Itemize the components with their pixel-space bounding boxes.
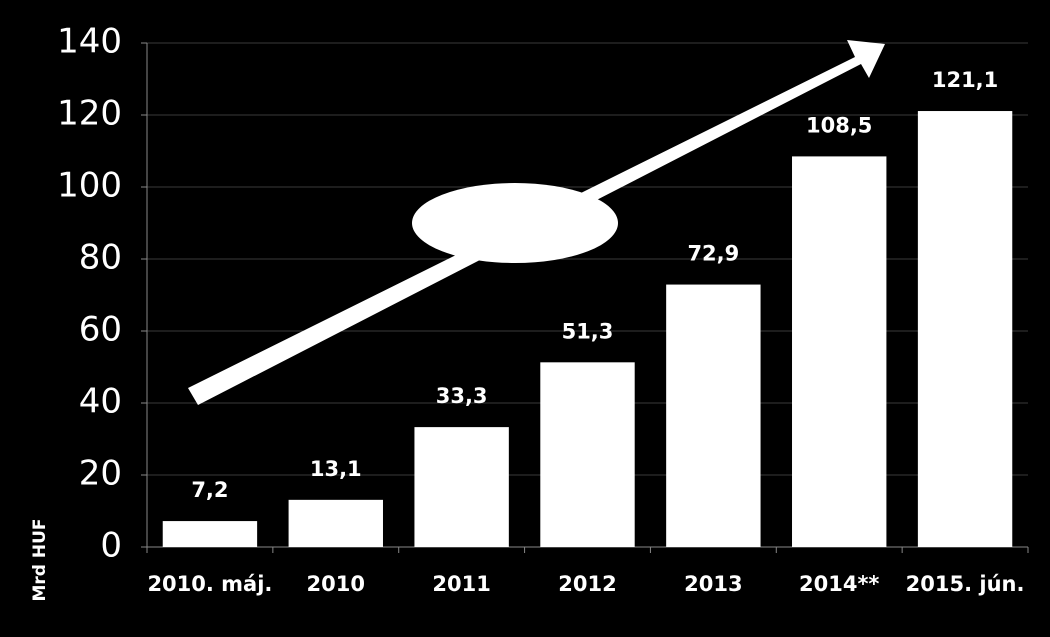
y-tick-label: 100 — [57, 166, 122, 206]
bars — [162, 111, 1013, 547]
y-tick-label: 120 — [57, 94, 122, 134]
highlight-ellipse — [412, 183, 618, 263]
value-label: 7,2 — [191, 478, 228, 502]
value-label: 51,3 — [562, 319, 614, 343]
bar — [162, 521, 258, 547]
y-tick-label: 40 — [79, 382, 122, 422]
bar — [288, 499, 383, 547]
value-label: 108,5 — [806, 113, 872, 137]
bar — [792, 156, 887, 547]
x-tick-label: 2010 — [307, 572, 365, 596]
value-label: 13,1 — [310, 457, 362, 481]
y-tick-label: 140 — [57, 22, 122, 62]
labels: 0 20 40 60 80 100 120 140 2010. máj. 7,2 2010 13,1 2… — [57, 22, 1024, 597]
x-tick-label: 2015. jún. — [906, 572, 1025, 596]
x-tick-label: 2012 — [558, 572, 616, 596]
y-tick-label: 20 — [79, 454, 122, 494]
y-tick-label: 0 — [100, 526, 122, 566]
x-tick-label: 2013 — [684, 572, 742, 596]
y-tick-label: 80 — [79, 238, 122, 278]
y-axis-label: Mrd HUF — [30, 518, 50, 601]
bar — [917, 111, 1013, 547]
bar — [540, 362, 635, 547]
bar — [666, 284, 761, 547]
x-tick-label: 2010. máj. — [147, 572, 272, 596]
value-label: 72,9 — [687, 242, 739, 266]
y-tick-label: 60 — [79, 310, 122, 350]
bar — [414, 427, 509, 547]
x-tick-label: 2014** — [799, 572, 879, 596]
x-tick-label: 2011 — [432, 572, 490, 596]
value-label: 33,3 — [436, 384, 488, 408]
value-label: 121,1 — [932, 68, 998, 92]
